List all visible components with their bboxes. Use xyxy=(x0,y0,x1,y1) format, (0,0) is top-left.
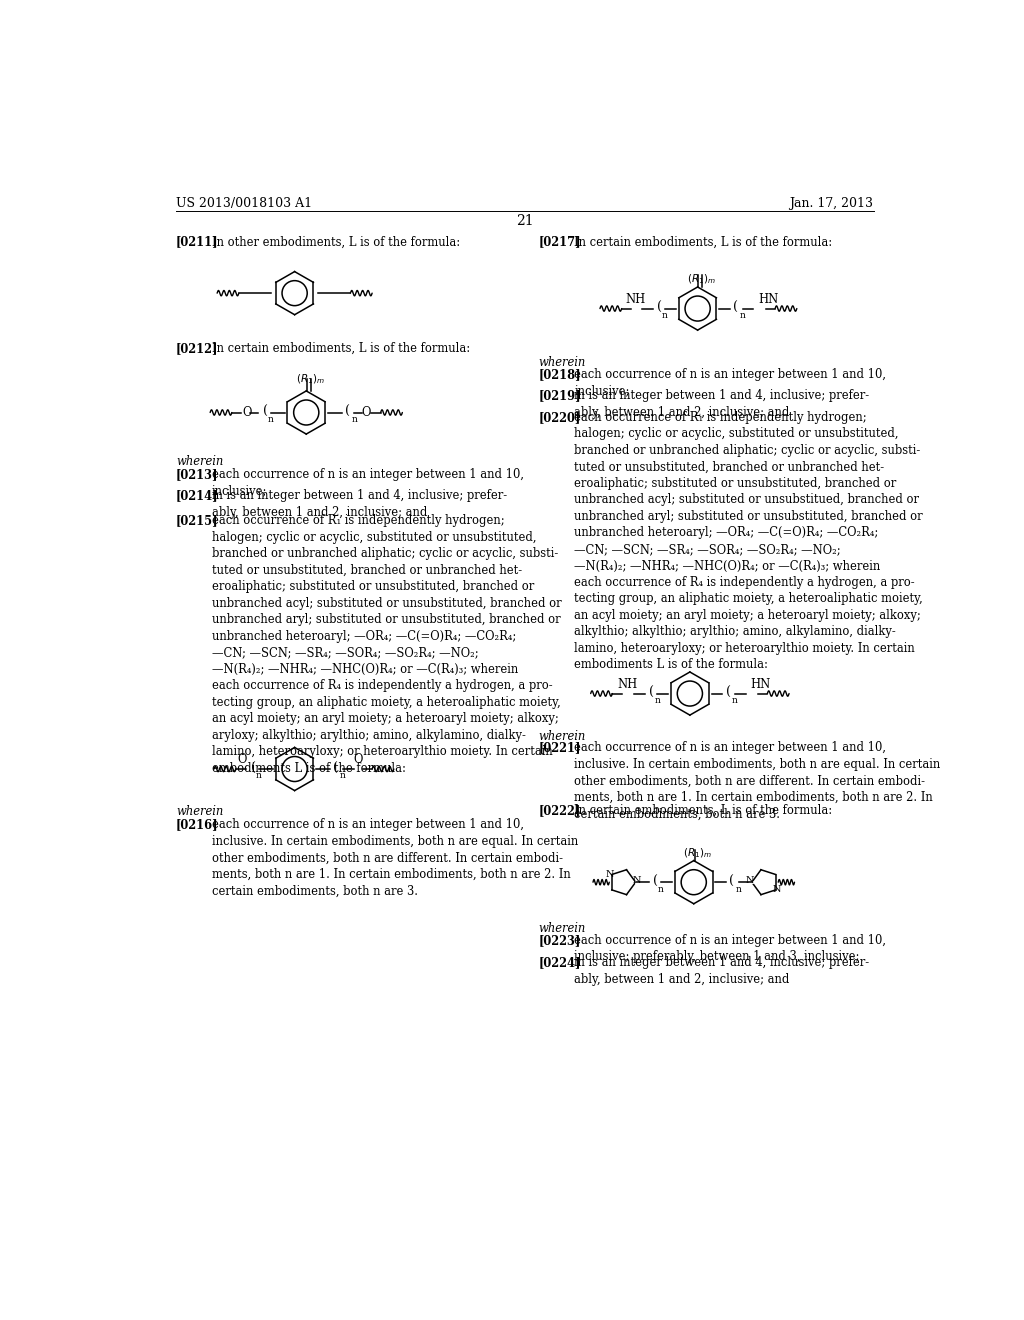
Text: [0222]: [0222] xyxy=(539,804,582,817)
Text: each occurrence of n is an integer between 1 and 10,
inclusive. In certain embod: each occurrence of n is an integer betwe… xyxy=(574,742,941,820)
Text: (: ( xyxy=(334,762,338,775)
Text: (: ( xyxy=(726,686,730,700)
Text: NH: NH xyxy=(617,677,638,690)
Text: In certain embodiments, L is of the formula:: In certain embodiments, L is of the form… xyxy=(574,804,833,817)
Text: each occurrence of R₁ is independently hydrogen;
halogen; cyclic or acyclic, sub: each occurrence of R₁ is independently h… xyxy=(574,411,924,672)
Text: wherein: wherein xyxy=(539,356,586,370)
Text: n: n xyxy=(340,771,345,780)
Text: $(R_1)_m$: $(R_1)_m$ xyxy=(687,272,716,286)
Text: m is an integer between 1 and 4, inclusive; prefer-
ably, between 1 and 2, inclu: m is an integer between 1 and 4, inclusi… xyxy=(574,389,869,418)
Text: each occurrence of n is an integer between 1 and 10,
inclusive. In certain embod: each occurrence of n is an integer betwe… xyxy=(212,818,578,898)
Text: $(R_1)_m$: $(R_1)_m$ xyxy=(296,372,325,385)
Text: (: ( xyxy=(251,762,256,775)
Text: [0216]: [0216] xyxy=(176,818,219,832)
Text: (: ( xyxy=(729,875,734,888)
Text: $(R_1)_m$: $(R_1)_m$ xyxy=(683,846,712,859)
Text: n: n xyxy=(658,884,664,894)
Text: [0218]: [0218] xyxy=(539,368,582,381)
Text: [0224]: [0224] xyxy=(539,956,582,969)
Text: O: O xyxy=(353,754,362,767)
Text: n: n xyxy=(662,312,668,319)
Text: [0212]: [0212] xyxy=(176,342,218,355)
Text: NH: NH xyxy=(626,293,646,306)
Text: n: n xyxy=(267,414,273,424)
Text: (: ( xyxy=(657,301,662,314)
Text: [0223]: [0223] xyxy=(539,933,582,946)
Text: m is an integer between 1 and 4, inclusive; prefer-
ably, between 1 and 2, inclu: m is an integer between 1 and 4, inclusi… xyxy=(574,956,869,986)
Text: HN: HN xyxy=(758,293,778,306)
Text: each occurrence of n is an integer between 1 and 10,
inclusive; preferably, betw: each occurrence of n is an integer betwe… xyxy=(574,933,887,964)
Text: wherein: wherein xyxy=(176,455,223,467)
Text: [0221]: [0221] xyxy=(539,742,582,754)
Text: In certain embodiments, L is of the formula:: In certain embodiments, L is of the form… xyxy=(574,235,833,248)
Text: each occurrence of n is an integer between 1 and 10,
inclusive;: each occurrence of n is an integer betwe… xyxy=(212,469,523,498)
Text: US 2013/0018103 A1: US 2013/0018103 A1 xyxy=(176,197,312,210)
Text: In other embodiments, L is of the formula:: In other embodiments, L is of the formul… xyxy=(212,235,460,248)
Text: (: ( xyxy=(345,405,350,418)
Text: wherein: wherein xyxy=(539,923,586,936)
Text: wherein: wherein xyxy=(176,805,223,818)
Text: n: n xyxy=(735,884,741,894)
Text: n: n xyxy=(256,771,262,780)
Text: (: ( xyxy=(649,686,654,700)
Text: each occurrence of R₁ is independently hydrogen;
halogen; cyclic or acyclic, sub: each occurrence of R₁ is independently h… xyxy=(212,515,561,775)
Text: [0215]: [0215] xyxy=(176,515,219,527)
Text: N: N xyxy=(746,876,755,886)
Text: n: n xyxy=(739,312,745,319)
Text: N: N xyxy=(773,886,781,895)
Text: m is an integer between 1 and 4, inclusive; prefer-
ably, between 1 and 2, inclu: m is an integer between 1 and 4, inclusi… xyxy=(212,490,507,519)
Text: In certain embodiments, L is of the formula:: In certain embodiments, L is of the form… xyxy=(212,342,470,355)
Text: (: ( xyxy=(653,875,658,888)
Text: O: O xyxy=(361,407,371,418)
Text: [0214]: [0214] xyxy=(176,490,219,503)
Text: each occurrence of n is an integer between 1 and 10,
inclusive;: each occurrence of n is an integer betwe… xyxy=(574,368,887,397)
Text: (: ( xyxy=(262,405,267,418)
Text: n: n xyxy=(351,414,357,424)
Text: [0219]: [0219] xyxy=(539,389,582,403)
Text: wherein: wherein xyxy=(539,730,586,743)
Text: HN: HN xyxy=(751,677,771,690)
Text: n: n xyxy=(732,696,737,705)
Text: [0211]: [0211] xyxy=(176,235,219,248)
Text: [0213]: [0213] xyxy=(176,469,218,480)
Text: 21: 21 xyxy=(516,214,534,228)
Text: [0217]: [0217] xyxy=(539,235,582,248)
Text: O: O xyxy=(242,407,251,418)
Text: Jan. 17, 2013: Jan. 17, 2013 xyxy=(790,197,873,210)
Text: N: N xyxy=(633,876,641,886)
Text: [0220]: [0220] xyxy=(539,411,582,424)
Text: (: ( xyxy=(733,301,738,314)
Text: n: n xyxy=(654,696,660,705)
Text: N: N xyxy=(606,870,614,879)
Text: O: O xyxy=(238,754,247,767)
